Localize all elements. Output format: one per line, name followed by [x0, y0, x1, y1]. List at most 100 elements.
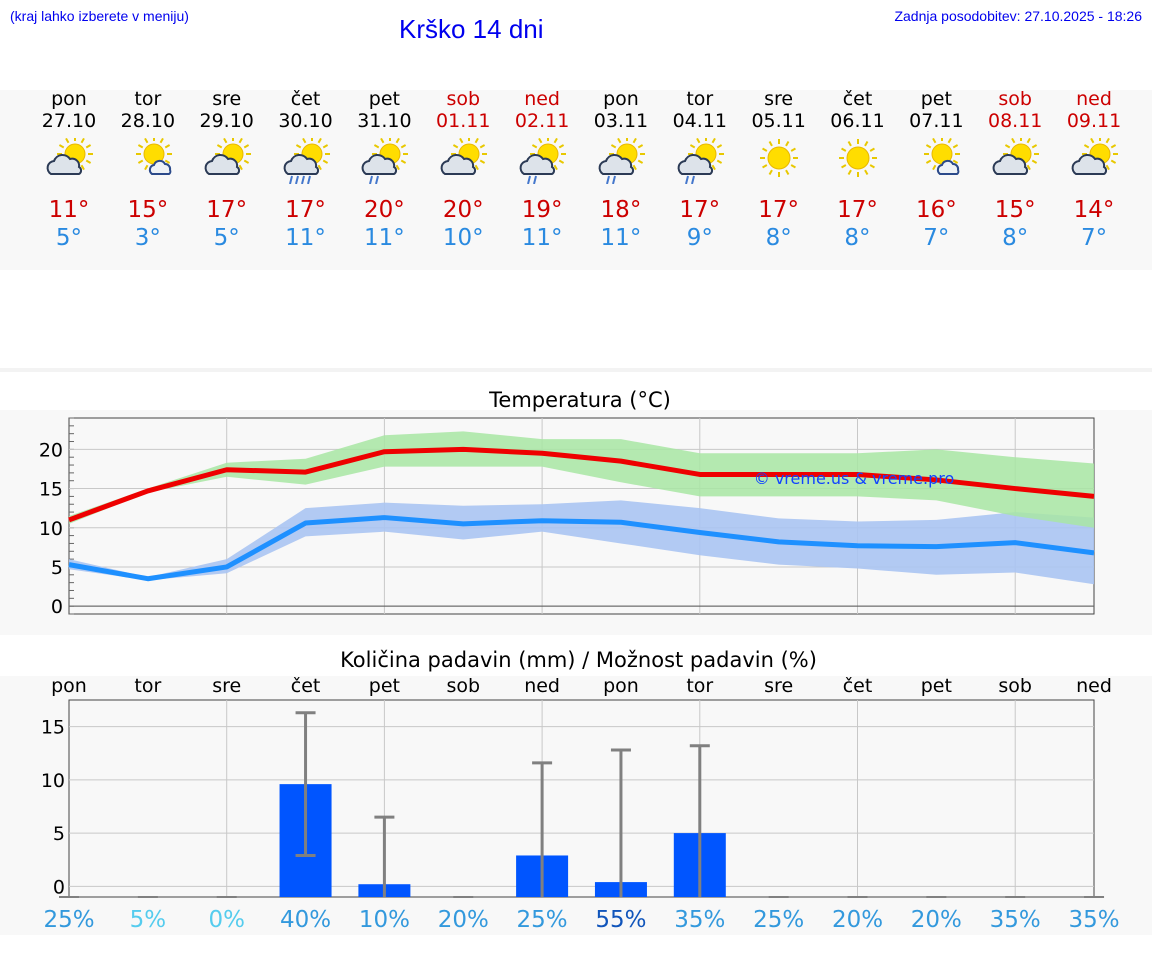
day-column: sre 29.10 17° 5° — [188, 88, 266, 252]
max-temp: 15° — [127, 197, 169, 223]
temperature-chart: 0 5 10 15 20 © vreme.us & vreme.pro — [39, 417, 1095, 618]
precip-chance-label: 35% — [990, 907, 1041, 933]
precip-day-label: sob — [998, 675, 1032, 697]
day-date: 09.11 — [1066, 110, 1122, 132]
day-date: 02.11 — [514, 110, 570, 132]
y-tick-label: 0 — [53, 876, 65, 898]
day-date: 06.11 — [830, 110, 885, 132]
max-temp-band — [69, 431, 1094, 528]
day-date: 30.10 — [278, 110, 333, 132]
precip-day-label: čet — [843, 675, 873, 697]
day-name: tor — [134, 88, 162, 110]
day-column: tor 04.11 17° 9° — [661, 88, 739, 252]
max-temp: 17° — [679, 197, 721, 223]
precip-day-label: sre — [212, 675, 241, 697]
sun-cloud-light-rain-icon — [598, 138, 645, 184]
sun-cloud-light-rain-icon — [361, 138, 409, 184]
min-temp: 5° — [213, 225, 240, 251]
max-temp: 16° — [915, 197, 957, 223]
precip-day-label: tor — [686, 675, 713, 697]
max-temp: 17° — [837, 197, 878, 223]
day-name: sre — [764, 88, 794, 110]
day-column: čet 30.10 17° 11° — [267, 88, 345, 252]
min-temp: 7° — [1080, 225, 1108, 251]
precipitation-chart-title: Količina padavin (mm) / Možnost padavin … — [340, 648, 817, 672]
precip-day-label: čet — [291, 675, 321, 697]
y-tick-label: 0 — [51, 596, 63, 618]
sun-icon — [759, 139, 798, 177]
precip-chance-label: 35% — [674, 907, 725, 933]
y-tick-label: 5 — [53, 823, 65, 845]
precip-chance-label: 55% — [595, 907, 646, 933]
precip-chance-label: 35% — [1068, 907, 1119, 933]
day-date: 07.11 — [909, 110, 964, 132]
precip-chance-label: 25% — [753, 907, 804, 933]
day-column: sob 01.11 20° 10° — [424, 88, 502, 252]
sun-cloud-light-rain-icon — [677, 138, 724, 184]
precip-day-label: pon — [603, 675, 639, 697]
precip-chance-label: 20% — [832, 907, 883, 933]
day-column: pet 31.10 20° 11° — [345, 88, 423, 252]
plot-area — [68, 699, 1095, 898]
day-date: 29.10 — [199, 110, 254, 132]
day-column: tor 28.10 15° 3° — [109, 88, 187, 252]
min-temp: 8° — [844, 225, 871, 251]
sun-cloud-icon — [440, 138, 488, 175]
precip-chance-label: 20% — [438, 907, 489, 933]
min-temp: 10° — [442, 225, 484, 251]
precip-day-label: sre — [764, 675, 793, 697]
day-name: pet — [920, 88, 952, 110]
day-name: sob — [998, 88, 1032, 110]
max-temp-line — [68, 446, 1095, 523]
day-column: sre 05.11 17° 8° — [740, 88, 818, 252]
y-tick-label: 15 — [39, 479, 63, 501]
day-column: ned 09.11 14° 7° — [1055, 88, 1133, 252]
forecast-strip — [0, 90, 1152, 270]
sun-cloud-rain-icon — [283, 138, 330, 184]
day-column: pet 07.11 16° 7° — [897, 88, 975, 252]
day-date: 04.11 — [672, 110, 727, 132]
day-column: ned 02.11 19° 11° — [503, 88, 581, 252]
precip-chance-label: 0% — [208, 907, 245, 933]
day-name: čet — [290, 88, 321, 110]
day-name: pon — [51, 88, 87, 110]
min-temp: 7° — [923, 225, 950, 251]
max-temp: 17° — [285, 197, 326, 223]
precip-chance-label: 40% — [280, 907, 331, 933]
sun-cloud-icon — [204, 138, 251, 175]
y-tick-label: 10 — [39, 518, 63, 540]
sun-icon — [838, 139, 877, 177]
temperature-chart-title: Temperatura (°C) — [489, 388, 671, 412]
day-date: 31.10 — [357, 110, 412, 132]
day-name: tor — [686, 88, 714, 110]
day-name: pet — [368, 88, 400, 110]
location-menu-hint[interactable]: (kraj lahko izberete v meniju) — [10, 8, 189, 24]
max-temp: 11° — [48, 197, 90, 223]
last-updated: Zadnja posodobitev: 27.10.2025 - 18:26 — [894, 8, 1142, 24]
precip-day-label: tor — [134, 675, 161, 697]
precip-chance-label: 10% — [359, 907, 410, 933]
precip-day-label: pet — [369, 675, 400, 697]
day-name: sob — [446, 88, 481, 110]
precip-chance-label: 25% — [517, 907, 568, 933]
y-tick-label: 15 — [41, 717, 65, 739]
page-title: Krško 14 dni — [399, 14, 544, 44]
day-date: 01.11 — [436, 110, 491, 132]
precip-chance-label: 5% — [130, 907, 167, 933]
sun-cloud-light-rain-icon — [519, 138, 567, 184]
y-tick-label: 20 — [39, 439, 63, 461]
day-name: pon — [603, 88, 639, 110]
min-temp: 11° — [285, 225, 326, 251]
max-temp: 20° — [442, 197, 484, 223]
min-temp: 11° — [521, 225, 563, 251]
day-name: sre — [212, 88, 242, 110]
min-temp: 8° — [1002, 225, 1029, 251]
day-date: 08.11 — [987, 110, 1043, 132]
day-column: čet 06.11 17° 8° — [819, 88, 897, 252]
day-name: ned — [524, 88, 560, 110]
sun-cloud-icon — [992, 138, 1040, 175]
max-temp: 20° — [364, 197, 405, 223]
min-temp: 8° — [765, 225, 792, 251]
day-date: 27.10 — [41, 110, 97, 132]
min-temp: 9° — [686, 225, 713, 251]
